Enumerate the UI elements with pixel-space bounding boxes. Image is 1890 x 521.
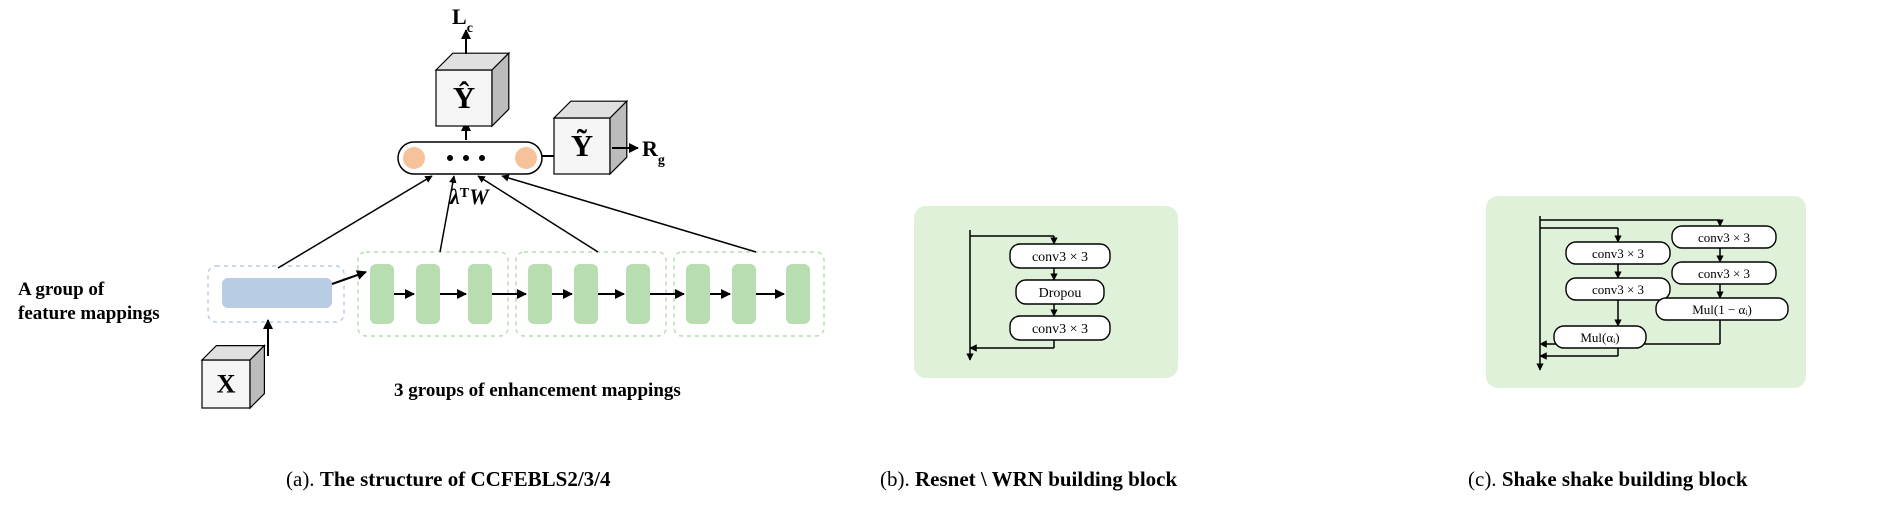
rg-label: Rg bbox=[642, 136, 665, 168]
panel-c-b2-label-1: conv3 × 3 bbox=[1698, 266, 1750, 281]
x-cube: X bbox=[202, 346, 264, 408]
enh-bar-1-2 bbox=[626, 264, 650, 324]
panel-c-b1-label-0: conv3 × 3 bbox=[1592, 246, 1644, 261]
panel-c-b2-label-2: Mul(1 − αᵢ) bbox=[1692, 302, 1752, 317]
enh-bar-1-0 bbox=[528, 264, 552, 324]
caption-a: (a). The structure of CCFEBLS2/3/4 bbox=[286, 467, 611, 491]
panel-b-box-label-1: Dropou bbox=[1039, 286, 1082, 301]
svg-text:X: X bbox=[216, 369, 235, 399]
fan-arrow-0 bbox=[278, 176, 432, 268]
capsule-right-circle bbox=[515, 147, 537, 169]
enh-bar-2-0 bbox=[686, 264, 710, 324]
capsule-dot-2 bbox=[479, 155, 485, 161]
enh-bar-0-2 bbox=[468, 264, 492, 324]
feature-block bbox=[222, 278, 332, 308]
lc-label: Lc bbox=[452, 4, 473, 36]
enhancement-label: 3 groups of enhancement mappings bbox=[394, 380, 681, 401]
caption-b: (b). Resnet \ WRN building block bbox=[880, 467, 1177, 491]
panel-c-b1-label-1: conv3 × 3 bbox=[1592, 282, 1644, 297]
ytilde-cube: Ỹ bbox=[554, 101, 627, 174]
enh-bar-2-1 bbox=[732, 264, 756, 324]
feature-mappings-label: A group of bbox=[18, 279, 105, 300]
svg-text:Ỹ: Ỹ bbox=[571, 128, 593, 163]
panel-c-b2-label-0: conv3 × 3 bbox=[1698, 230, 1750, 245]
enh-bar-0-1 bbox=[416, 264, 440, 324]
capsule-left-circle bbox=[403, 147, 425, 169]
svg-text:Ŷ: Ŷ bbox=[453, 80, 475, 115]
panel-c-b1-label-2: Mul(αᵢ) bbox=[1580, 330, 1619, 345]
caption-c: (c). Shake shake building block bbox=[1468, 467, 1748, 491]
yhat-cube: Ŷ bbox=[436, 53, 509, 126]
capsule-dot-1 bbox=[463, 155, 469, 161]
fan-arrow-3 bbox=[502, 176, 756, 252]
lambda-w-label: λTW bbox=[449, 184, 490, 209]
enh-bar-0-0 bbox=[370, 264, 394, 324]
feature-mappings-label: feature mappings bbox=[18, 303, 160, 324]
enh-arrow-0 bbox=[332, 272, 366, 284]
capsule-dot-0 bbox=[447, 155, 453, 161]
enh-bar-1-1 bbox=[574, 264, 598, 324]
panel-b-box-label-2: conv3 × 3 bbox=[1032, 322, 1088, 337]
panel-b-box-label-0: conv3 × 3 bbox=[1032, 250, 1088, 265]
enh-bar-2-2 bbox=[786, 264, 810, 324]
